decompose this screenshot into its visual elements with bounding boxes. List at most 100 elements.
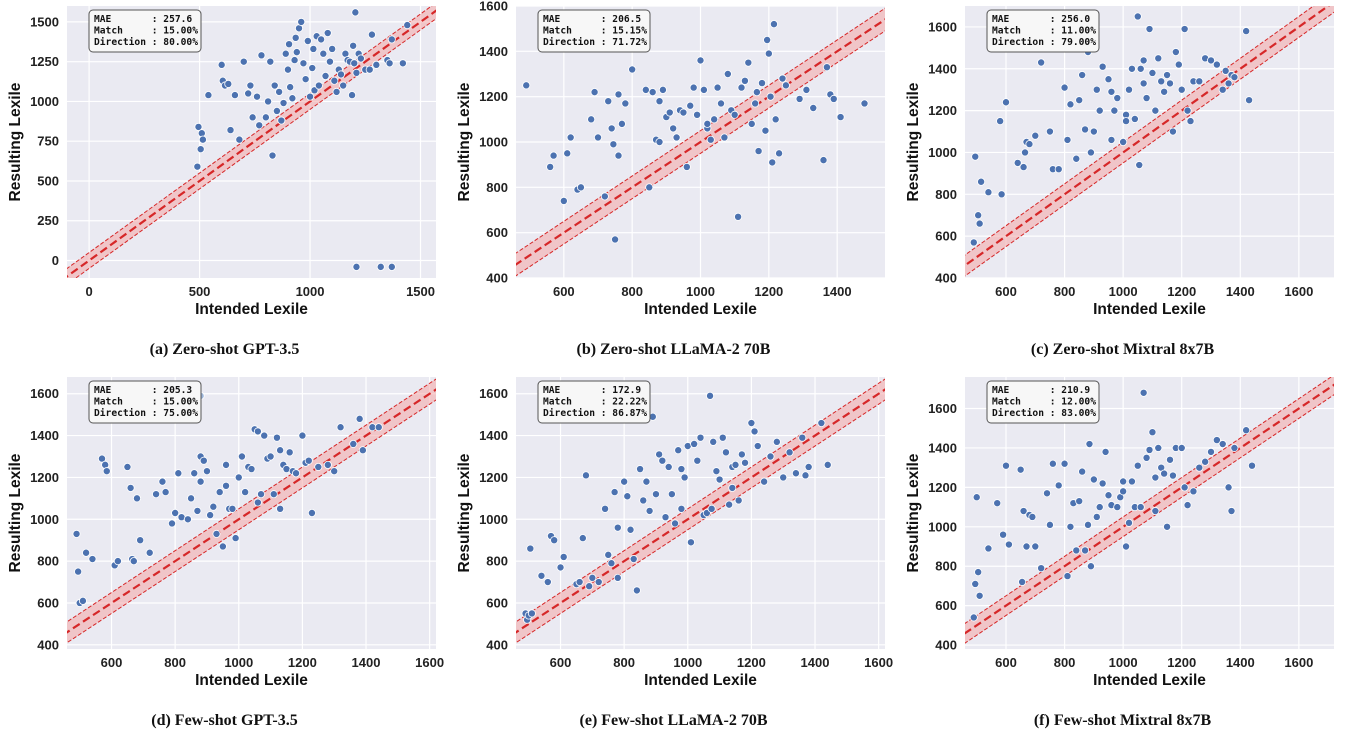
- data-point: [1230, 443, 1239, 452]
- y-tick-label: 1600: [30, 386, 59, 401]
- y-tick-label: 800: [935, 559, 957, 574]
- data-point: [206, 511, 215, 520]
- data-point: [546, 162, 555, 171]
- data-point: [769, 20, 778, 29]
- data-point: [593, 133, 602, 142]
- data-point: [614, 90, 623, 99]
- data-point: [1163, 522, 1172, 531]
- data-point: [710, 115, 719, 124]
- data-point: [356, 54, 365, 63]
- data-point: [194, 122, 203, 131]
- x-tick-label: 1000: [686, 284, 715, 299]
- data-point: [778, 74, 787, 83]
- chart-panel: 600 800 1000 1200 1400 1600 400 600 800 1000 1200 1…: [0, 371, 449, 742]
- data-point: [217, 60, 226, 69]
- data-point: [590, 88, 599, 97]
- data-point: [403, 21, 412, 30]
- data-point: [235, 135, 244, 144]
- data-point: [174, 469, 183, 478]
- stats-line: Direction : 83.00%: [992, 407, 1096, 419]
- data-point: [587, 115, 596, 124]
- data-point: [257, 51, 266, 60]
- data-point: [1145, 25, 1154, 34]
- identity-line: [516, 18, 885, 266]
- data-point: [984, 544, 993, 553]
- data-point: [1142, 453, 1151, 462]
- y-tick-label: 600: [37, 595, 59, 610]
- data-point: [1063, 135, 1072, 144]
- x-tick-label: 1600: [1284, 284, 1313, 299]
- data-point: [275, 87, 284, 96]
- data-point: [522, 81, 531, 90]
- data-point: [1086, 562, 1095, 571]
- data-point: [285, 448, 294, 457]
- data-point: [1019, 163, 1028, 172]
- data-point: [1151, 106, 1160, 115]
- y-axis-label: Resulting Lexile: [456, 453, 473, 572]
- data-point: [801, 471, 810, 480]
- y-tick-label: 1600: [928, 401, 957, 416]
- data-point: [1098, 62, 1107, 71]
- data-point: [604, 97, 613, 106]
- y-tick-label: 1000: [30, 94, 59, 109]
- data-point: [1045, 520, 1054, 529]
- data-point: [613, 523, 622, 532]
- data-point: [661, 513, 670, 522]
- data-point: [270, 81, 279, 90]
- data-point: [1130, 114, 1139, 123]
- data-point: [775, 149, 784, 158]
- data-point: [751, 99, 760, 108]
- data-point: [795, 94, 804, 103]
- data-point: [716, 99, 725, 108]
- data-point: [1048, 459, 1057, 468]
- data-point: [1160, 87, 1169, 96]
- data-point: [1042, 489, 1051, 498]
- chart-panel: 600 800 1000 1200 1400 1600 400 600 800 1000 1200 1…: [898, 371, 1347, 742]
- data-point: [706, 135, 715, 144]
- data-point: [626, 525, 635, 534]
- data-point: [1037, 58, 1046, 67]
- tolerance-bound-line: [67, 6, 433, 270]
- data-point: [1072, 546, 1081, 555]
- data-point: [977, 177, 986, 186]
- data-point: [620, 477, 629, 486]
- data-point: [336, 423, 345, 432]
- data-point: [132, 494, 141, 503]
- data-point: [621, 99, 630, 108]
- data-point: [1195, 77, 1204, 86]
- data-point: [97, 454, 106, 463]
- figure-caption: (d) Few-shot GPT-3.5: [151, 712, 298, 729]
- data-point: [802, 85, 811, 94]
- data-point: [1189, 487, 1198, 496]
- data-point: [1072, 154, 1081, 163]
- data-point: [585, 582, 594, 591]
- data-point: [1075, 497, 1084, 506]
- data-point: [1218, 440, 1227, 449]
- data-point: [1119, 477, 1128, 486]
- scatter-chart: 600 800 1000 1200 1400 1600 400 600 800 1000 1200 1…: [456, 377, 893, 689]
- data-point: [559, 196, 568, 205]
- data-point: [734, 212, 743, 221]
- scatter-chart: 600 800 1000 1200 1400 1600 400 600 800 1000 1200 1…: [905, 6, 1334, 318]
- y-tick-label: 600: [486, 225, 508, 240]
- data-point: [339, 81, 348, 90]
- y-tick-label: 1250: [30, 54, 59, 69]
- data-point: [196, 145, 205, 154]
- data-point: [754, 147, 763, 156]
- data-point: [351, 8, 360, 17]
- data-point: [88, 555, 97, 564]
- data-point: [129, 557, 138, 566]
- data-point: [253, 498, 262, 507]
- data-point: [352, 68, 361, 77]
- data-point: [680, 473, 689, 482]
- data-point: [1174, 60, 1183, 69]
- data-point: [349, 439, 358, 448]
- figure-caption: (c) Zero-shot Mixtral 8x7B: [1030, 341, 1215, 358]
- data-point: [549, 151, 558, 160]
- data-point: [971, 579, 980, 588]
- data-point: [297, 17, 306, 26]
- x-tick-label: 500: [189, 284, 211, 299]
- x-tick-label: 600: [101, 655, 123, 670]
